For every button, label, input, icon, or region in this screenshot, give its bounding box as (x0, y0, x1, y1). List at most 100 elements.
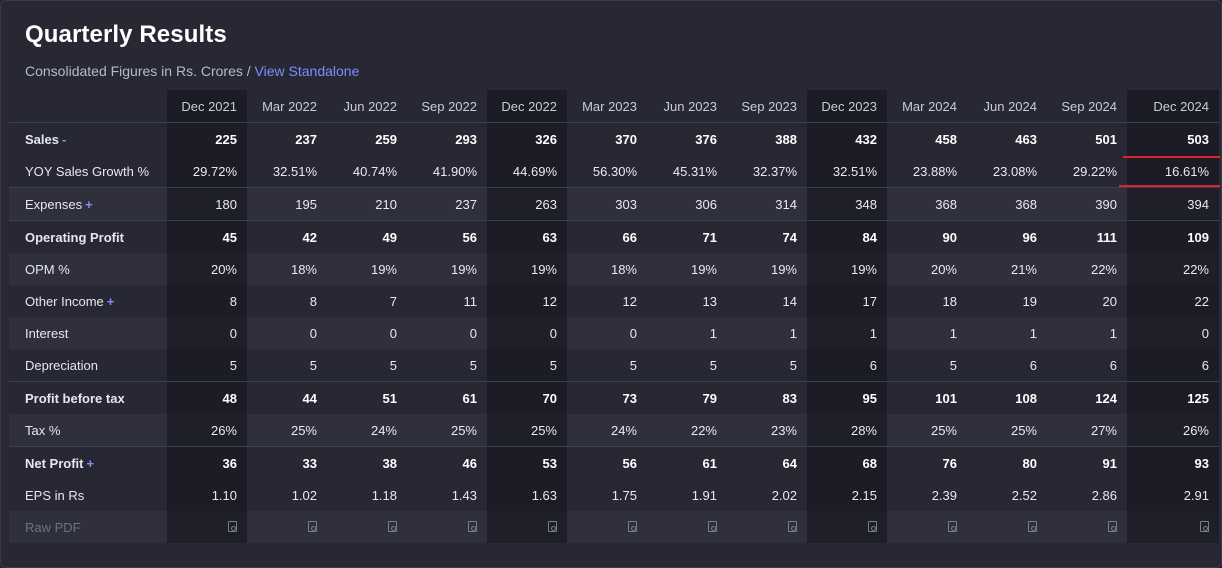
table-cell: 390 (1047, 187, 1127, 221)
table-cell: 56 (407, 220, 487, 253)
table-cell: 13 (702, 293, 717, 309)
table-cell: 49 (327, 220, 407, 253)
table-cell: 53 (487, 446, 567, 479)
table-cell: 368 (887, 187, 967, 221)
table-cell: 5 (709, 357, 717, 373)
pdf-icon[interactable] (868, 520, 877, 532)
row-label: Interest (9, 317, 167, 349)
table-cell: 0 (567, 317, 647, 349)
table-cell: 1.02 (291, 487, 317, 503)
pdf-icon[interactable] (388, 520, 397, 532)
column-header: Jun 2023 (647, 90, 727, 123)
table-cell: 44 (247, 381, 327, 414)
table-cell: 26% (1127, 414, 1219, 447)
row-label: Operating Profit (9, 220, 167, 253)
row-label[interactable]: Other Income + (9, 285, 167, 317)
table-cell: 14 (782, 293, 797, 309)
column-header: Sep 2024 (1047, 90, 1127, 123)
table-cell: 108 (967, 381, 1047, 414)
column-header: Jun 2022 (327, 90, 407, 123)
table-cell: 56.30% (592, 163, 637, 179)
table-cell: 19% (407, 253, 487, 285)
pdf-icon[interactable] (1108, 520, 1117, 532)
raw-pdf-row: Raw PDF (9, 511, 1219, 543)
table-cell: 20% (887, 253, 967, 285)
pdf-icon[interactable] (308, 520, 317, 532)
raw-pdf-cell (247, 511, 327, 543)
pdf-icon[interactable] (708, 520, 717, 532)
pdf-icon[interactable] (628, 520, 637, 532)
table-cell: 5 (389, 357, 397, 373)
pdf-icon[interactable] (948, 520, 957, 532)
table-cell: 40.74% (352, 163, 397, 179)
view-standalone-link[interactable]: View Standalone (254, 63, 360, 79)
raw-pdf-cell (647, 511, 727, 543)
raw-pdf-cell (167, 511, 247, 543)
table-row: Other Income +8 8 7 11 12 12 13 14 17 18 19 20 22 (9, 285, 1219, 317)
table-row: Operating Profit 45 42 49 56 63 66 71 74 84 90 96 11… (9, 220, 1219, 253)
raw-pdf-cell (407, 511, 487, 543)
table-cell: 6 (1127, 349, 1219, 382)
collapse-toggle[interactable]: - (61, 131, 67, 147)
raw-pdf-cell (967, 511, 1047, 543)
pdf-icon[interactable] (228, 520, 237, 532)
table-cell: 19% (647, 253, 727, 285)
table-cell: 1 (1047, 317, 1127, 349)
table-cell: 76 (887, 446, 967, 479)
expand-toggle[interactable]: + (106, 293, 115, 309)
expand-toggle[interactable]: + (85, 196, 93, 212)
table-cell: 56 (567, 446, 647, 479)
table-cell: 80 (967, 446, 1047, 479)
table-cell: 11 (463, 293, 478, 309)
pdf-icon[interactable] (1028, 520, 1037, 532)
table-cell: 101 (887, 381, 967, 414)
pdf-icon[interactable] (788, 520, 797, 532)
table-cell: 368 (967, 187, 1047, 221)
table-cell: 90 (887, 220, 967, 253)
table-cell: 22% (647, 414, 727, 447)
row-label-text: Expenses (25, 196, 83, 212)
table-cell: 19% (487, 253, 567, 285)
column-header: Sep 2023 (727, 90, 807, 123)
row-label-text: Operating Profit (25, 229, 124, 245)
table-cell: 23.08% (992, 163, 1037, 179)
raw-pdf-cell (1047, 511, 1127, 543)
table-cell: 5 (469, 357, 477, 373)
table-cell: 61 (647, 446, 727, 479)
row-label[interactable]: Net Profit + (9, 446, 167, 479)
table-cell: 2.52 (1011, 487, 1037, 503)
table-row: Sales -225 237 259 293 326 370 376 388 432 458 463 5… (9, 122, 1219, 156)
table-cell: 6 (1109, 357, 1117, 373)
raw-pdf-cell (1127, 511, 1219, 543)
raw-pdf-cell (727, 511, 807, 543)
table-row: Expenses +180 195 210 237 263 303 306 314 348 368 3… (9, 187, 1219, 221)
column-header: Mar 2023 (567, 90, 647, 123)
table-cell: 41.90% (432, 163, 477, 179)
table-cell: 1.10 (167, 479, 247, 511)
table-cell: 1.63 (487, 479, 567, 511)
table-cell: 314 (727, 187, 807, 221)
table-cell: 125 (1127, 381, 1219, 414)
table-cell: 2.15 (807, 479, 887, 511)
row-label-text: Net Profit (25, 455, 84, 471)
pdf-icon[interactable] (548, 520, 557, 532)
table-cell: 263 (487, 187, 567, 221)
table-cell: 109 (1127, 220, 1219, 253)
subtitle: Consolidated Figures in Rs. Crores / Vie… (25, 63, 359, 79)
pdf-icon[interactable] (1200, 520, 1209, 532)
table-cell: 32.51% (272, 163, 317, 179)
table-cell: 1.43 (451, 487, 477, 503)
raw-pdf-cell (887, 511, 967, 543)
pdf-icon[interactable] (468, 520, 477, 532)
row-label: Tax % (9, 414, 167, 447)
table-cell: 25% (247, 414, 327, 447)
table-cell: 0 (247, 317, 327, 349)
table-cell: 79 (647, 381, 727, 414)
row-label: YOY Sales Growth % (9, 155, 167, 188)
row-label[interactable]: Expenses + (9, 187, 167, 221)
expand-toggle[interactable]: + (86, 455, 95, 471)
table-cell: 0 (407, 317, 487, 349)
table-cell: 64 (727, 446, 807, 479)
row-label[interactable]: Sales - (9, 123, 167, 156)
